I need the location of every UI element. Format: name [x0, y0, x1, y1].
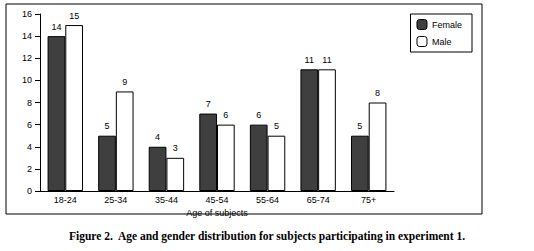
svg-text:7: 7: [206, 99, 211, 109]
svg-text:4: 4: [155, 132, 160, 142]
svg-text:Male: Male: [432, 37, 452, 47]
svg-text:5: 5: [104, 121, 109, 131]
svg-text:6: 6: [256, 110, 261, 120]
svg-text:3: 3: [173, 143, 178, 153]
svg-text:Female: Female: [432, 20, 462, 30]
svg-text:Age of subjects: Age of subjects: [186, 208, 248, 218]
svg-text:25-34: 25-34: [104, 195, 127, 205]
svg-text:18-24: 18-24: [54, 195, 77, 205]
svg-text:5: 5: [274, 121, 279, 131]
svg-text:6: 6: [27, 120, 32, 130]
svg-text:4: 4: [27, 142, 32, 152]
svg-text:14: 14: [51, 22, 61, 32]
svg-text:75+: 75+: [361, 195, 376, 205]
svg-text:10: 10: [22, 75, 32, 85]
svg-text:2: 2: [27, 164, 32, 174]
svg-text:15: 15: [69, 11, 79, 21]
svg-text:11: 11: [322, 55, 331, 65]
svg-text:16: 16: [22, 9, 32, 19]
svg-text:8: 8: [27, 98, 32, 108]
svg-text:9: 9: [122, 77, 127, 87]
svg-text:12: 12: [22, 53, 32, 63]
svg-text:65-74: 65-74: [307, 195, 330, 205]
svg-text:6: 6: [223, 110, 228, 120]
svg-text:45-54: 45-54: [205, 195, 228, 205]
svg-text:14: 14: [22, 31, 32, 41]
svg-text:Figure 2. Age and gender dist: Figure 2. Age and gender distribution fo…: [69, 230, 465, 243]
svg-text:35-44: 35-44: [155, 195, 178, 205]
svg-text:5: 5: [357, 121, 362, 131]
svg-text:11: 11: [305, 55, 314, 65]
svg-text:55-64: 55-64: [256, 195, 279, 205]
svg-text:0: 0: [27, 186, 32, 196]
svg-text:8: 8: [375, 88, 380, 98]
